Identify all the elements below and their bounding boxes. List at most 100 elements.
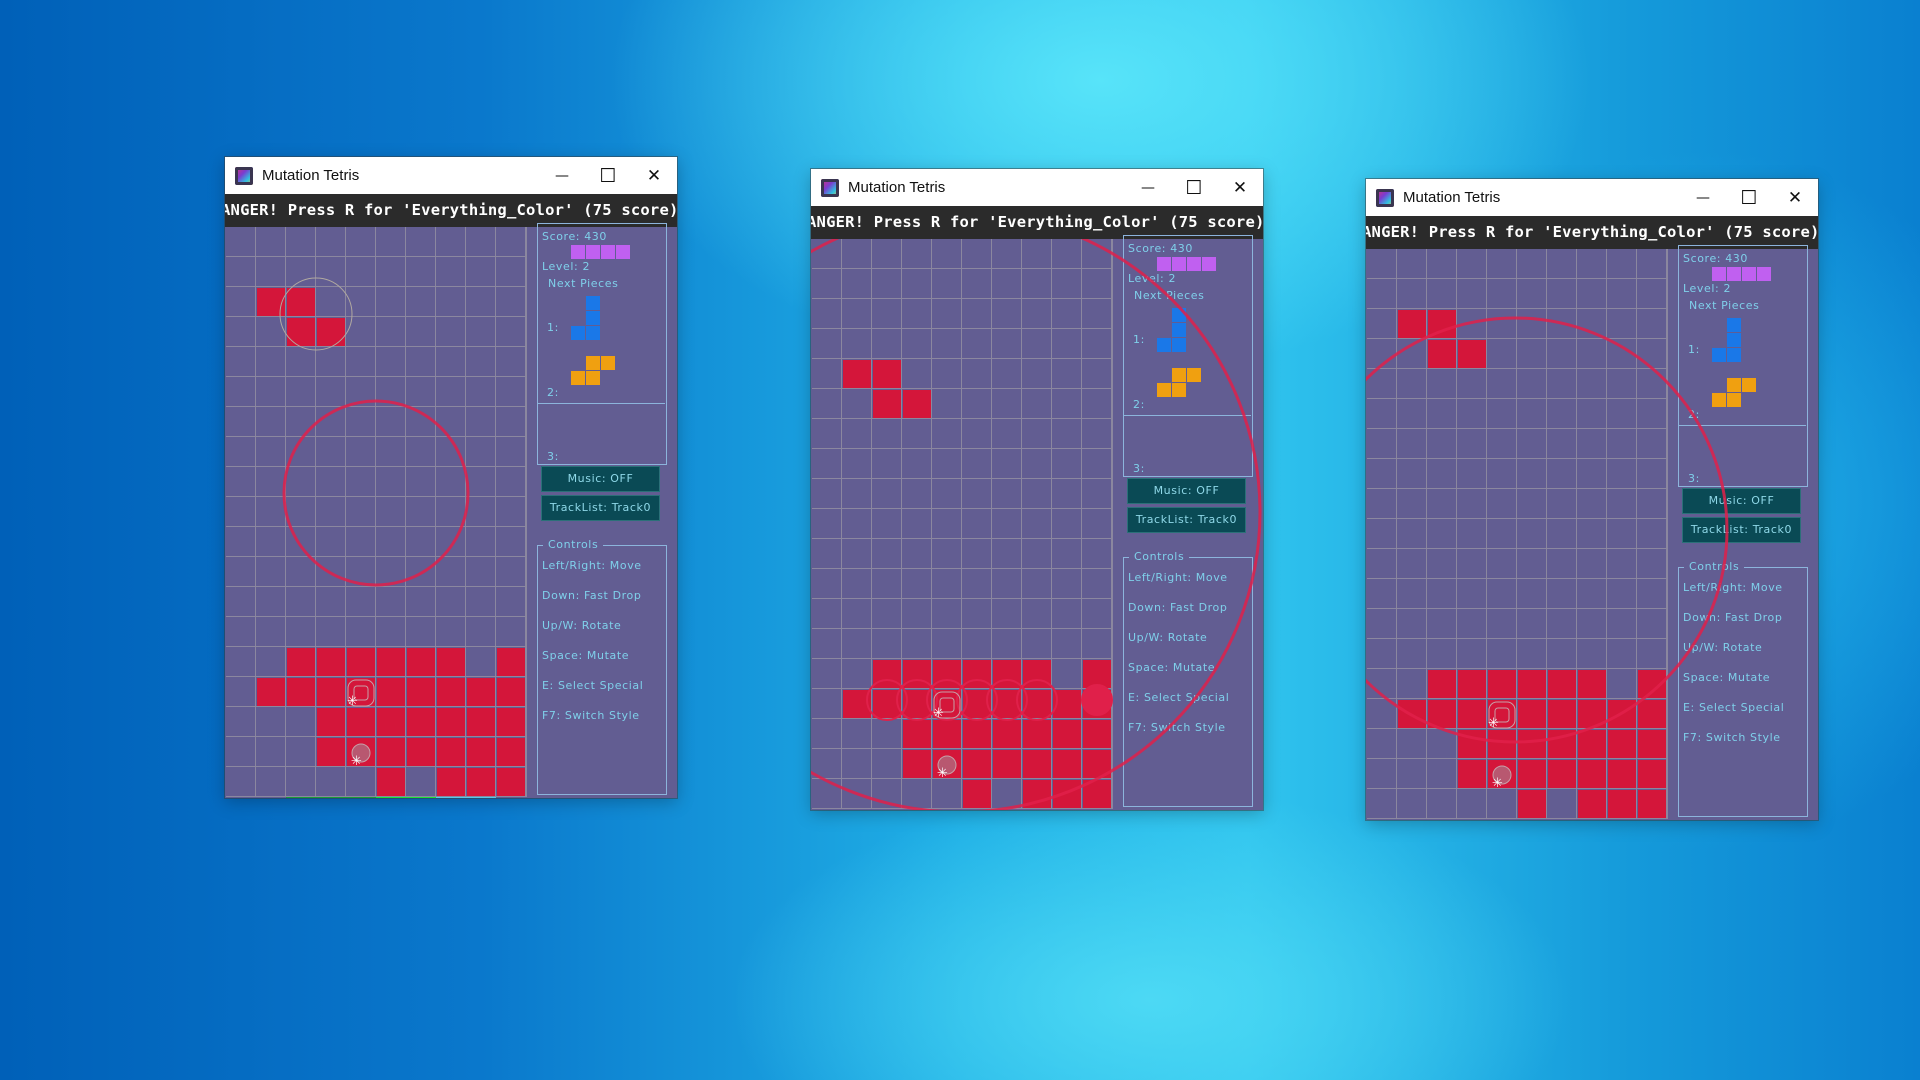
next-piece-block [571,245,585,259]
title-bar[interactable]: Mutation Tetris — ☐ ✕ [1366,179,1818,216]
minimize-button[interactable]: — [1696,189,1710,206]
control-hint: Left/Right: Move [542,559,642,572]
close-button[interactable]: ✕ [646,165,662,186]
control-hint: Up/W: Rotate [1128,631,1208,644]
locked-block [1638,700,1666,728]
locked-block [407,738,435,766]
locked-block [317,738,345,766]
game-board[interactable] [226,227,527,798]
next-piece-block [571,371,585,385]
next-piece-block [1187,257,1201,271]
danger-banner-text: ANGER! Press R for 'Everything_Color' (7… [225,201,677,219]
level-label: Level: 2 [1128,272,1177,285]
window-title: Mutation Tetris [262,167,360,184]
locked-block [1053,780,1081,808]
next-piece-block [1172,257,1186,271]
next-piece-block [1742,267,1756,281]
locked-block [1608,730,1636,758]
maximize-button[interactable]: ☐ [1185,176,1203,199]
control-hint: Left/Right: Move [1683,581,1783,594]
game-content: Score: 430 Level: 2 Next Pieces 1: 2: 3: Music… [811,235,1263,810]
next-piece-block [601,356,615,370]
next-piece-block [1727,267,1741,281]
locked-block [1023,720,1051,748]
locked-block [903,720,931,748]
close-button[interactable]: ✕ [1787,187,1803,208]
locked-block [497,648,525,676]
next-piece-block [1742,378,1756,392]
locked-block [963,690,991,718]
controls-box [1678,567,1808,817]
close-button[interactable]: ✕ [1232,177,1248,198]
controls-legend: Controls [1129,550,1190,563]
locked-block [377,768,405,796]
next-piece-block [1157,383,1171,397]
title-bar[interactable]: Mutation Tetris — ☐ ✕ [811,169,1263,206]
app-icon [235,166,253,185]
locked-block [1578,790,1606,818]
game-board[interactable] [1367,249,1668,819]
locked-block [993,660,1021,688]
locked-block [467,678,495,706]
next-pieces-legend: Next Pieces [543,277,624,290]
locked-block [1578,760,1606,788]
locked-block [377,648,405,676]
locked-block [1458,670,1486,698]
next-piece-block [586,371,600,385]
locked-block [317,648,345,676]
control-hint: Down: Fast Drop [542,589,642,602]
next-piece-label: 1: [1133,333,1145,346]
title-bar[interactable]: Mutation Tetris — ☐ ✕ [225,157,677,194]
level-label: Level: 2 [542,260,591,273]
music-toggle-button[interactable]: Music: OFF [1127,478,1246,504]
minimize-button[interactable]: — [555,167,569,184]
tracklist-button[interactable]: TrackList: Track0 [1682,517,1801,543]
control-hint: F7: Switch Style [1128,721,1226,734]
tracklist-button[interactable]: TrackList: Track0 [541,495,660,521]
danger-banner: ANGER! Press R for 'Everything_Color' (7… [811,206,1263,239]
next-pieces-legend: Next Pieces [1684,299,1765,312]
maximize-button[interactable]: ☐ [599,164,617,187]
locked-block [1053,690,1081,718]
level-label: Level: 2 [1683,282,1732,295]
minimize-button[interactable]: — [1141,179,1155,196]
locked-block [873,660,901,688]
game-content: Score: 430 Level: 2 Next Pieces 1: 2: 3: Music… [1366,245,1818,820]
locked-block [1638,760,1666,788]
locked-block [1458,730,1486,758]
next-piece-label: 1: [1688,343,1700,356]
locked-block [903,750,931,778]
locked-block [497,738,525,766]
game-board[interactable] [812,239,1113,809]
locked-block [437,678,465,706]
maximize-button[interactable]: ☐ [1740,186,1758,209]
tracklist-button[interactable]: TrackList: Track0 [1127,507,1246,533]
danger-banner: ANGER! Press R for 'Everything_Color' (7… [225,194,677,227]
falling-piece-block [1458,340,1486,368]
danger-banner-text: ANGER! Press R for 'Everything_Color' (7… [811,213,1263,231]
window-title: Mutation Tetris [1403,189,1501,206]
control-hint: Space: Mutate [1128,661,1216,674]
control-hint: Up/W: Rotate [1683,641,1763,654]
music-toggle-button[interactable]: Music: OFF [541,466,660,492]
falling-piece-block [287,318,315,346]
falling-piece-block [1398,310,1426,338]
falling-piece-block [257,288,285,316]
locked-block [467,768,495,796]
control-hint: E: Select Special [1683,701,1785,714]
progress-bar-segment [286,797,376,798]
music-toggle-button[interactable]: Music: OFF [1682,488,1801,514]
game-content: Score: 430 Level: 2 Next Pieces 1: 2: 3: Music… [225,223,677,798]
app-icon [821,178,839,197]
control-hint: E: Select Special [542,679,644,692]
progress-bar-segment [436,797,496,798]
locked-block [1023,660,1051,688]
controls-box [537,545,667,795]
locked-block [497,708,525,736]
score-label: Score: 430 [1128,242,1194,255]
locked-block [1518,790,1546,818]
falling-piece-block [1428,310,1456,338]
next-piece-label: 2: [1688,408,1700,421]
locked-block [377,738,405,766]
controls-legend: Controls [543,538,604,551]
